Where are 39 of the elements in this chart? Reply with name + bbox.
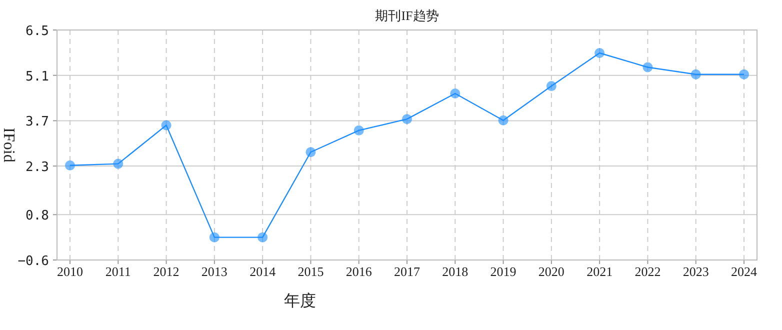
- x-tick-label: 2017: [394, 264, 420, 279]
- x-tick-label: 2024: [731, 264, 758, 279]
- x-tick-label: 2020: [538, 264, 564, 279]
- y-tick-label: −0.6: [18, 254, 49, 269]
- x-tick-label: 2023: [682, 264, 709, 279]
- x-tick-label: 2016: [346, 264, 372, 279]
- y-tick-label: 6.5: [26, 24, 49, 39]
- point: [306, 147, 316, 158]
- point: [546, 81, 556, 92]
- point: [65, 160, 75, 170]
- point: [161, 120, 172, 130]
- point: [642, 62, 653, 72]
- x-tick-label: 2018: [442, 264, 468, 279]
- y-tick-label: 0.8: [26, 208, 49, 224]
- point: [594, 48, 605, 58]
- x-tick-label: 2011: [105, 264, 131, 279]
- point: [690, 69, 701, 80]
- y-tick-label: 2.3: [26, 160, 49, 176]
- point: [209, 232, 220, 242]
- x-tick-label: 2015: [298, 264, 324, 279]
- y-tick-label: 3.7: [26, 114, 49, 130]
- x-tick-label: 2019: [490, 264, 516, 279]
- point: [450, 88, 460, 98]
- x-axis-title: 年度: [284, 292, 316, 310]
- y-axis-title: IFoid: [0, 128, 17, 162]
- x-tick-label: 2010: [57, 264, 83, 279]
- x-tick-label: 2022: [634, 264, 661, 279]
- point: [402, 114, 412, 124]
- y-tick-label: 5.1: [26, 69, 49, 84]
- point: [739, 69, 749, 80]
- point: [258, 232, 268, 242]
- point: [113, 158, 124, 169]
- x-tick-label: 2012: [153, 264, 180, 279]
- x-tick-label: 2021: [586, 264, 613, 279]
- point: [498, 115, 508, 126]
- chart-title: 期刊IF趋势: [375, 8, 439, 23]
- x-tick-label: 2014: [250, 264, 276, 279]
- point: [354, 125, 364, 136]
- x-tick-label: 2013: [201, 264, 228, 279]
